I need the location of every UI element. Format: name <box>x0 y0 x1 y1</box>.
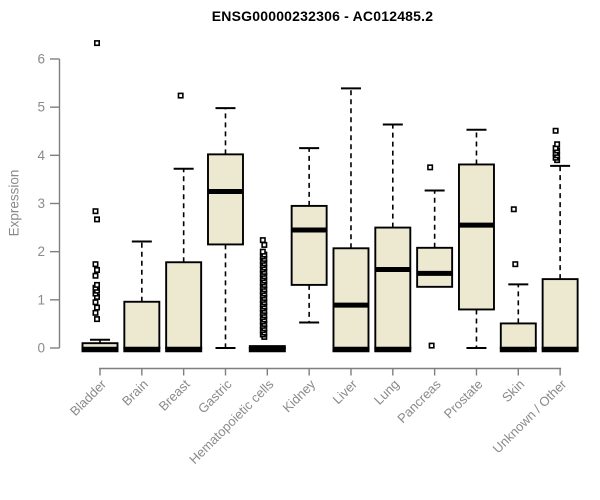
box-Gastric <box>207 153 244 246</box>
outlier-point <box>259 248 266 255</box>
x-category-label: Pancreas <box>394 376 444 426</box>
x-category-label: Breast <box>156 376 193 413</box>
outlier-point <box>261 241 268 248</box>
outlier-point <box>94 216 101 223</box>
outlier-point <box>177 92 184 99</box>
box-Lung <box>374 226 412 349</box>
outlier-point <box>92 299 99 306</box>
y-tick-label: 0 <box>37 341 45 356</box>
box-Skin <box>499 322 537 349</box>
box-Breast <box>165 261 203 349</box>
outlier-point <box>510 206 517 213</box>
x-category-label: Liver <box>330 376 361 407</box>
outlier-point <box>428 342 435 349</box>
box-Brain <box>123 300 161 349</box>
outlier-point <box>92 309 99 316</box>
outlier-point <box>92 208 99 215</box>
y-tick-label: 3 <box>37 196 45 211</box>
box-Liver <box>332 247 370 349</box>
box-Prostate <box>458 163 495 311</box>
outlier-point <box>94 316 101 323</box>
y-tick-label: 1 <box>37 292 45 307</box>
outlier-point <box>92 261 99 268</box>
y-tick-label: 2 <box>37 244 45 259</box>
outlier-point <box>259 237 266 244</box>
x-category-label: Gastric <box>195 376 235 416</box>
x-category-label: Skin <box>499 377 527 405</box>
x-category-label: Lung <box>371 377 402 408</box>
outlier-point <box>512 261 519 268</box>
y-tick-label: 4 <box>37 148 45 163</box>
outlier-point <box>427 164 434 171</box>
y-tick-label: 5 <box>37 100 45 115</box>
chart-title: ENSG00000232306 - AC012485.2 <box>211 8 434 24</box>
outlier-point <box>552 127 559 134</box>
outlier-point <box>554 141 561 148</box>
outlier-point <box>92 272 99 279</box>
outlier-point <box>94 266 101 273</box>
x-category-label: Prostate <box>441 377 486 422</box>
x-category-label: Brain <box>119 377 151 409</box>
box-Kidney <box>290 204 328 286</box>
outlier-point <box>94 281 101 288</box>
x-category-label: Kidney <box>280 376 319 415</box>
outlier-point <box>94 304 101 311</box>
x-category-label: Bladder <box>67 376 110 419</box>
outlier-point <box>94 40 101 47</box>
y-tick-label: 6 <box>37 51 45 66</box>
x-category-label: Unknown / Other <box>490 376 570 456</box>
box-Pancreas <box>416 246 454 288</box>
box-Unknown / Other <box>541 278 579 349</box>
